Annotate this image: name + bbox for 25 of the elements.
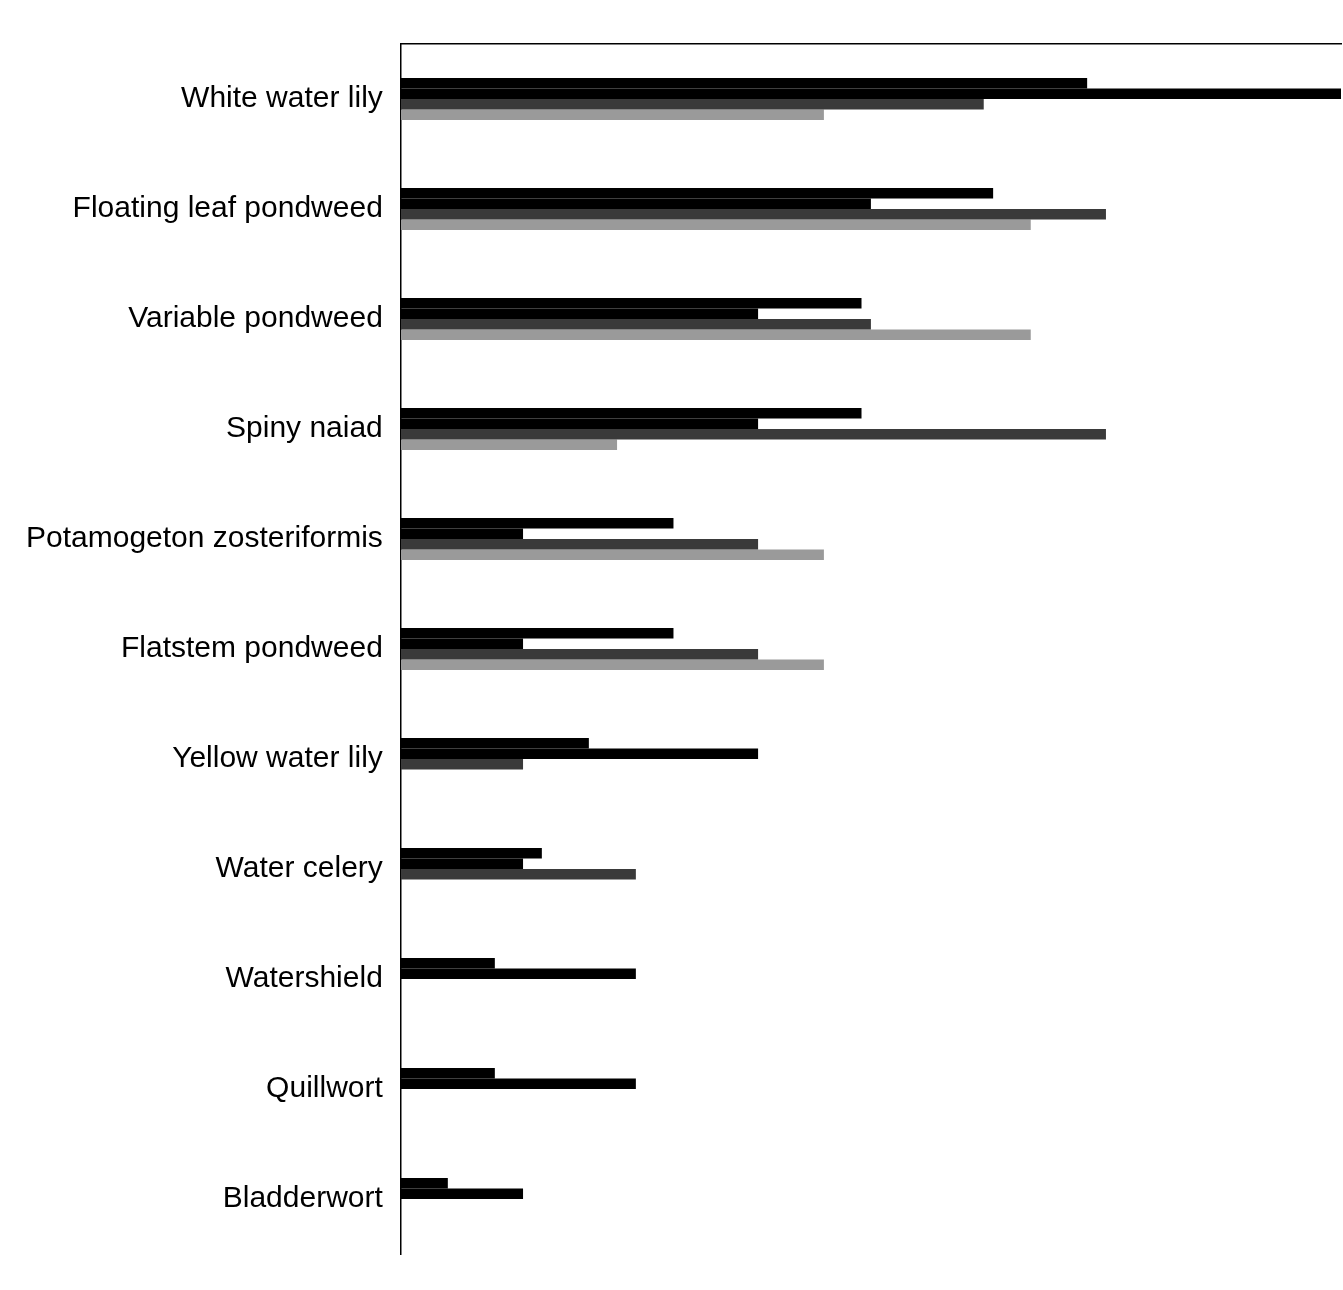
y-tick-label: Water celery <box>215 850 383 884</box>
y-tick-label: Variable pondweed <box>128 300 383 334</box>
y-tick-label: Bladderwort <box>222 1180 384 1214</box>
bar <box>400 869 636 880</box>
y-tick-label: Spiny naiad <box>226 410 383 444</box>
bar <box>400 759 524 770</box>
bar <box>400 329 1031 340</box>
bar <box>400 219 1031 230</box>
y-tick-label: Floating leaf pondweed <box>72 190 383 224</box>
bar <box>400 549 824 560</box>
y-tick-label: Quillwort <box>266 1070 384 1104</box>
y-tick-label: Yellow water lily <box>172 740 383 774</box>
y-tick-label: Potamogeton zosteriformis <box>25 520 383 554</box>
bar <box>400 319 871 330</box>
bar <box>400 659 824 670</box>
y-tick-label: Watershield <box>225 960 383 994</box>
bar <box>400 109 824 120</box>
y-tick-label: White water lily <box>181 80 383 114</box>
y-tick-label: Flatstem pondweed <box>121 630 383 664</box>
bar <box>400 99 984 110</box>
bar <box>400 539 759 550</box>
bar <box>400 649 759 660</box>
bar <box>400 209 1106 220</box>
bar <box>400 439 618 450</box>
bar <box>400 429 1106 440</box>
